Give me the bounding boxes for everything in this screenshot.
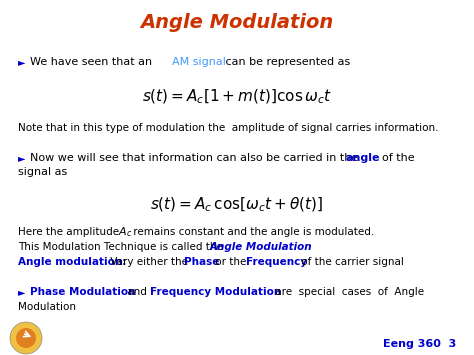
Text: can be represented as: can be represented as (222, 57, 350, 67)
Text: $s(t) = A_c[1+m(t)]\cos\omega_c t$: $s(t) = A_c[1+m(t)]\cos\omega_c t$ (142, 88, 332, 106)
Text: This Modulation Technique is called the: This Modulation Technique is called the (18, 242, 226, 252)
Text: $\mathbf{\mathit{A}}_c$: $\mathbf{\mathit{A}}_c$ (118, 225, 132, 239)
Text: Modulation: Modulation (18, 302, 76, 312)
Text: Frequency: Frequency (246, 257, 307, 267)
Text: Phase Modulation: Phase Modulation (30, 287, 136, 297)
Circle shape (10, 322, 42, 354)
Circle shape (16, 328, 36, 348)
Text: angle: angle (346, 153, 381, 163)
Text: AM signal: AM signal (172, 57, 226, 67)
Text: Now we will see that information can also be carried in the: Now we will see that information can als… (30, 153, 362, 163)
Text: of the: of the (375, 153, 415, 163)
Text: or the: or the (212, 257, 250, 267)
Text: Angle modulation:: Angle modulation: (18, 257, 127, 267)
Text: are  special  cases  of  Angle: are special cases of Angle (272, 287, 424, 297)
Text: signal as: signal as (18, 167, 67, 177)
Text: Angle Modulation: Angle Modulation (210, 242, 313, 252)
Text: of the carrier signal: of the carrier signal (298, 257, 404, 267)
Text: Phase: Phase (184, 257, 219, 267)
Text: and: and (124, 287, 150, 297)
Text: ►: ► (18, 153, 26, 163)
Text: ►: ► (18, 57, 26, 67)
Text: Here the amplitude: Here the amplitude (18, 227, 122, 237)
Text: Angle Modulation: Angle Modulation (140, 12, 334, 32)
Text: Eeng 360  3: Eeng 360 3 (383, 339, 456, 349)
Text: Frequency Modulation: Frequency Modulation (150, 287, 281, 297)
Text: ►: ► (18, 287, 26, 297)
Text: $s(t) = A_c\,\cos\!\left[\omega_c t+\theta(t)\right]$: $s(t) = A_c\,\cos\!\left[\omega_c t+\the… (150, 196, 324, 214)
Text: We have seen that an: We have seen that an (30, 57, 155, 67)
Text: Note that in this type of modulation the  amplitude of signal carries informatio: Note that in this type of modulation the… (18, 123, 438, 133)
Text: remains constant and the angle is modulated.: remains constant and the angle is modula… (130, 227, 374, 237)
Text: Vary either the: Vary either the (107, 257, 191, 267)
